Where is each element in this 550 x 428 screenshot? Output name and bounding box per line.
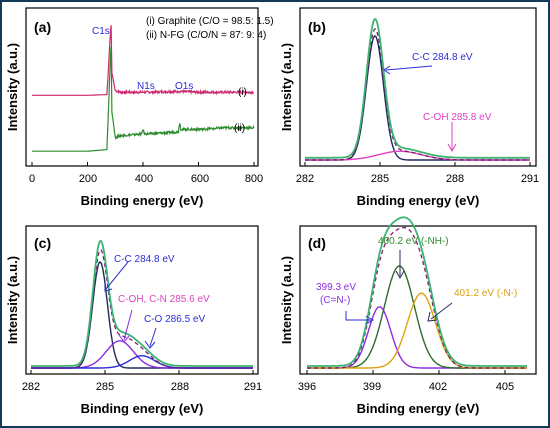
- y-axis-title-a: Intensity (a.u.): [5, 43, 20, 131]
- x-tick-label: 282: [22, 381, 40, 393]
- curve-label-ii: (ii): [234, 123, 245, 134]
- fitted-envelope: [305, 28, 530, 161]
- peak-label-n1s: N1s: [137, 81, 155, 92]
- x-tick-label: 285: [371, 173, 389, 185]
- annotation-arrowhead-cc-b: [383, 65, 391, 75]
- plot-frame-a: [25, 7, 259, 167]
- panel-label-a: (a): [34, 19, 51, 35]
- plot-frame-c: [25, 225, 259, 375]
- x-tick-label: 285: [96, 381, 114, 393]
- panel-label-d: (d): [308, 235, 326, 251]
- annotation-arrowhead-coh-b: [447, 143, 457, 153]
- annotation-arrowhead-co-c: [144, 340, 156, 349]
- curves-b: [305, 18, 530, 161]
- legend-nfg: (ii) N-FG (C/O/N = 87: 9: 4): [146, 30, 266, 41]
- x-tick-labels-c: 282 285 288 291: [22, 381, 262, 393]
- x-tick-label: 288: [171, 381, 189, 393]
- panel-label-c: (c): [34, 235, 51, 251]
- x-axis-title-c: Binding energy (eV): [81, 401, 204, 416]
- experimental-spectrum: [305, 18, 530, 159]
- legend-graphite: (i) Graphite (C/O = 98.5: 1.5): [146, 16, 274, 27]
- x-tick-label: 800: [245, 173, 263, 185]
- x-axis-title-b: Binding energy (eV): [357, 193, 480, 208]
- x-tick-label: 288: [446, 173, 464, 185]
- series-line-ii: [32, 46, 255, 152]
- tick-marks-c: [30, 370, 254, 374]
- x-tick-labels-b: 282 285 288 291: [296, 173, 539, 185]
- annotation-cc-b: C-C 284.8 eV: [412, 52, 473, 63]
- annotation-pointer-coh-c: [123, 309, 133, 341]
- annotation-nh-d: 400.2 eV (-NH-): [378, 236, 449, 247]
- annotation-pointer-cc-c: [105, 261, 129, 290]
- annotation-arrowhead-cc-c: [104, 283, 113, 292]
- experimental-spectrum: [307, 216, 527, 367]
- plot-frame-d: [299, 225, 537, 375]
- annotation-coh-b: C-OH 285.8 eV: [423, 112, 492, 123]
- peak-label-o1s: O1s: [175, 81, 193, 92]
- fitted-envelope: [307, 226, 527, 369]
- plot-frame-b: [299, 7, 537, 167]
- annotation-cn-d-group: (C=N-): [320, 295, 350, 306]
- x-axis-title-d: Binding energy (eV): [357, 401, 480, 416]
- panel-b: (b) C-C 284.8 eV C-OH 285.8 eV 282 285 2…: [279, 7, 539, 208]
- x-tick-label: 400: [135, 173, 153, 185]
- annotation-pointer-n-d: [430, 302, 453, 320]
- tick-marks-b: [304, 162, 531, 166]
- x-tick-label: 0: [29, 173, 35, 185]
- x-tick-label: 402: [429, 381, 447, 393]
- curve-label-i: (i): [238, 87, 247, 98]
- curves-a: [32, 25, 255, 152]
- annotation-pointer-co-c: [149, 327, 157, 347]
- tick-marks-d: [306, 370, 506, 374]
- experimental-spectrum: [31, 239, 253, 367]
- panel-c: (c) C-C 284.8 eV C-OH, C-N 285.6 eV C-O …: [5, 225, 262, 416]
- x-tick-label: 399: [363, 381, 381, 393]
- x-tick-labels-a: 0 200 400 600 800: [29, 173, 263, 185]
- annotation-cc-c: C-C 284.8 eV: [114, 254, 175, 265]
- x-tick-label: 291: [244, 381, 262, 393]
- annotation-n-d: 401.2 eV (-N-): [454, 288, 517, 299]
- x-tick-label: 291: [521, 173, 539, 185]
- x-tick-label: 405: [496, 381, 514, 393]
- annotation-arrowhead-n-d: [427, 311, 438, 322]
- x-tick-labels-d: 396 399 402 405: [298, 381, 514, 393]
- annotation-cn-d-energy: 399.3 eV: [316, 282, 356, 293]
- x-tick-label: 600: [191, 173, 209, 185]
- peak-label-c1s: C1s: [92, 26, 110, 37]
- tick-marks-a: [31, 162, 255, 166]
- curves-c: [31, 239, 253, 369]
- annotation-pointer-cn-d: [345, 311, 371, 321]
- fitted-envelope: [31, 249, 253, 369]
- y-axis-title-b: Intensity (a.u.): [279, 43, 294, 131]
- y-axis-title-c: Intensity (a.u.): [5, 256, 20, 344]
- y-axis-title-d: Intensity (a.u.): [279, 256, 294, 344]
- series-line-i: [32, 25, 255, 96]
- annotation-co-c: C-O 286.5 eV: [144, 314, 205, 325]
- x-axis-title-a: Binding energy (eV): [81, 193, 204, 208]
- annotation-pointer-cc-b: [385, 65, 433, 71]
- annotation-arrowhead-cn-d: [365, 315, 375, 325]
- x-tick-label: 282: [296, 173, 314, 185]
- x-tick-label: 200: [79, 173, 97, 185]
- panel-label-b: (b): [308, 19, 326, 35]
- panel-a: (a) (i) Graphite (C/O = 98.5: 1.5) (ii) …: [5, 7, 274, 208]
- annotation-coh-cn-c: C-OH, C-N 285.6 eV: [118, 294, 210, 305]
- annotation-arrowhead-coh-c: [118, 334, 130, 343]
- x-tick-label: 396: [298, 381, 316, 393]
- annotation-arrowhead-nh-d: [395, 270, 405, 280]
- curves-d: [307, 216, 527, 369]
- panel-d: (d) 400.2 eV (-NH-) 399.3 eV (C=N-) 401.…: [279, 216, 537, 416]
